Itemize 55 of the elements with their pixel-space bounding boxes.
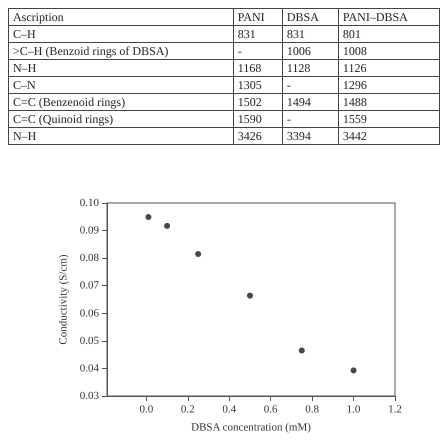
text: 1006 — [286, 44, 311, 58]
category-label: >C–H (Benzoid rings of DBSA) — [13, 44, 168, 58]
y-axis-title: Conductivity (S/cm) — [57, 254, 70, 345]
text: 1502 — [238, 95, 262, 109]
x-tick-label: 0.0 — [139, 404, 154, 416]
text: 1488 — [342, 95, 367, 109]
category-label: C=C (Quinoid rings) — [13, 112, 114, 126]
text: 3426 — [238, 129, 262, 143]
point — [164, 222, 170, 229]
text: 1128 — [286, 61, 310, 75]
y-tick-label: 0.05 — [80, 334, 100, 347]
text: - — [286, 78, 291, 92]
category-label: C–N — [13, 78, 36, 92]
y-tick-label: 0.04 — [80, 362, 100, 374]
x-tick-label: 1.2 — [388, 404, 402, 416]
point — [246, 292, 253, 299]
y-tick-label: 0.03 — [80, 390, 100, 402]
y-tick-label: 0.06 — [80, 307, 100, 320]
text: 3394 — [286, 129, 311, 143]
x-tick-label: 0.8 — [305, 404, 320, 416]
text: 1008 — [342, 44, 367, 58]
y-tick-label: 0.09 — [80, 224, 100, 237]
text: 1305 — [238, 78, 262, 92]
text: 3442 — [342, 129, 367, 143]
x-tick-label: 0.2 — [180, 404, 195, 416]
category-label: PANI–DBSA — [338, 8, 440, 26]
text: 801 — [342, 27, 361, 41]
text: - — [286, 112, 291, 126]
text: - — [238, 44, 242, 58]
y-tick-label: 0.10 — [80, 197, 100, 209]
text: 1559 — [342, 112, 367, 126]
point — [350, 367, 357, 374]
text: 1168 — [238, 61, 262, 75]
text: 1126 — [342, 61, 366, 75]
x-axis-title: DBSA concentration (mM) — [191, 422, 312, 434]
point — [298, 348, 305, 354]
text: 831 — [238, 27, 256, 41]
category-label: N–H — [13, 61, 36, 75]
category-label: Ascription — [8, 8, 234, 26]
point — [195, 251, 202, 258]
y-tick-label: 0.08 — [80, 252, 100, 264]
text: 1494 — [286, 95, 311, 109]
category-label: C–H — [13, 27, 36, 41]
x-tick-label: 0.6 — [264, 404, 278, 416]
text: 1590 — [238, 112, 262, 126]
text: 1296 — [342, 78, 367, 92]
category-label: N–H — [13, 129, 36, 143]
y-tick-label: 0.07 — [80, 280, 100, 292]
category-label: DBSA — [282, 8, 338, 26]
point — [145, 214, 152, 220]
text: 831 — [286, 27, 305, 41]
x-tick-label: 1.0 — [346, 404, 361, 416]
category-label: C=C (Benzenoid rings) — [13, 95, 126, 109]
x-tick-label: 0.4 — [222, 404, 237, 416]
category-label: PANI — [233, 8, 282, 26]
